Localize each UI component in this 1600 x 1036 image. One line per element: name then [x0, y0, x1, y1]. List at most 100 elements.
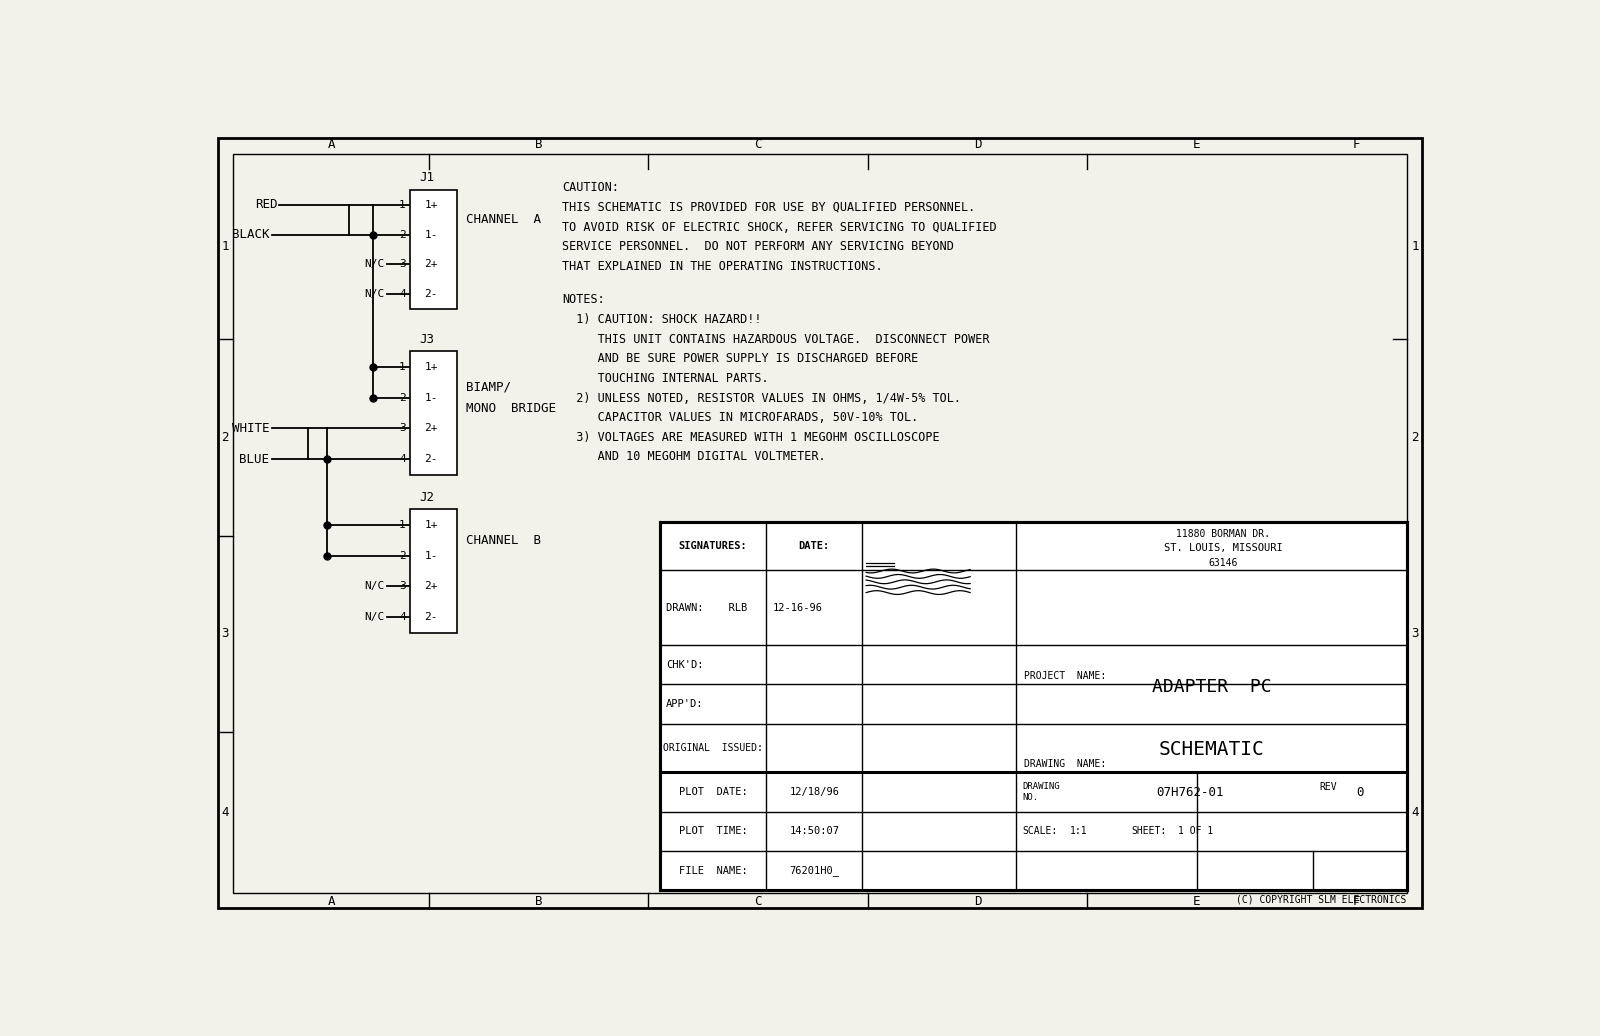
Text: N/C: N/C: [365, 581, 386, 592]
Text: 76201H0_: 76201H0_: [789, 865, 840, 876]
Text: D: D: [974, 138, 981, 151]
Text: DRAWING: DRAWING: [1022, 782, 1061, 792]
Text: 11880 BORMAN DR.: 11880 BORMAN DR.: [1176, 528, 1270, 539]
Text: SERVICE PERSONNEL.  DO NOT PERFORM ANY SERVICING BEYOND: SERVICE PERSONNEL. DO NOT PERFORM ANY SE…: [562, 240, 954, 253]
Text: 3: 3: [221, 627, 229, 640]
Text: 2+: 2+: [424, 424, 438, 433]
Text: 3: 3: [398, 581, 406, 592]
Text: REV: REV: [1318, 782, 1336, 793]
Text: BIAMP/: BIAMP/: [466, 381, 510, 394]
Text: 2: 2: [398, 393, 406, 403]
Text: 1-: 1-: [424, 230, 438, 239]
Text: 3: 3: [1411, 627, 1419, 640]
Text: 2: 2: [1411, 431, 1419, 443]
Text: 0: 0: [1357, 785, 1363, 799]
Text: THAT EXPLAINED IN THE OPERATING INSTRUCTIONS.: THAT EXPLAINED IN THE OPERATING INSTRUCT…: [562, 260, 883, 272]
Text: 4: 4: [398, 289, 406, 299]
Text: E: E: [1194, 895, 1200, 908]
Text: 4: 4: [398, 454, 406, 464]
Text: CHANNEL  A: CHANNEL A: [466, 213, 541, 226]
Bar: [410, 190, 456, 309]
Text: SCHEMATIC: SCHEMATIC: [1158, 740, 1264, 759]
Text: ORIGINAL  ISSUED:: ORIGINAL ISSUED:: [662, 743, 763, 753]
Text: 14:50:07: 14:50:07: [789, 827, 840, 836]
Text: J1: J1: [419, 171, 435, 184]
Text: 3: 3: [398, 259, 406, 269]
Text: 1-: 1-: [424, 393, 438, 403]
Text: 1: 1: [398, 362, 406, 372]
Text: PLOT  DATE:: PLOT DATE:: [678, 787, 747, 797]
Text: 2-: 2-: [424, 454, 438, 464]
Text: 2) UNLESS NOTED, RESISTOR VALUES IN OHMS, 1/4W-5% TOL.: 2) UNLESS NOTED, RESISTOR VALUES IN OHMS…: [562, 392, 962, 404]
Text: DRAWING  NAME:: DRAWING NAME:: [1024, 759, 1106, 770]
Text: DATE:: DATE:: [798, 541, 830, 551]
Text: FILE  NAME:: FILE NAME:: [678, 866, 747, 875]
Text: CHANNEL  B: CHANNEL B: [466, 534, 541, 547]
Text: N/C: N/C: [365, 289, 386, 299]
Text: CHK'D:: CHK'D:: [666, 660, 704, 669]
Text: 3: 3: [398, 424, 406, 433]
Text: 1) CAUTION: SHOCK HAZARD!!: 1) CAUTION: SHOCK HAZARD!!: [562, 313, 762, 326]
Text: AND 10 MEGOHM DIGITAL VOLTMETER.: AND 10 MEGOHM DIGITAL VOLTMETER.: [562, 451, 826, 463]
Text: NOTES:: NOTES:: [562, 293, 605, 307]
Text: J3: J3: [419, 334, 435, 346]
Text: 1-: 1-: [424, 550, 438, 560]
Text: 1+: 1+: [424, 362, 438, 372]
Text: F: F: [1354, 895, 1360, 908]
Text: 07H762-01: 07H762-01: [1155, 785, 1224, 799]
Bar: [410, 510, 456, 633]
Text: SIGNATURES:: SIGNATURES:: [678, 541, 747, 551]
Text: DRAWN:    RLB: DRAWN: RLB: [666, 603, 747, 612]
Text: C: C: [754, 138, 762, 151]
Text: 4: 4: [398, 612, 406, 623]
Text: ADAPTER  PC: ADAPTER PC: [1152, 679, 1272, 696]
Text: AND BE SURE POWER SUPPLY IS DISCHARGED BEFORE: AND BE SURE POWER SUPPLY IS DISCHARGED B…: [562, 352, 918, 366]
Text: TOUCHING INTERNAL PARTS.: TOUCHING INTERNAL PARTS.: [562, 372, 768, 385]
Text: APP'D:: APP'D:: [666, 699, 704, 709]
Text: CAUTION:: CAUTION:: [562, 181, 619, 195]
Text: 2-: 2-: [424, 612, 438, 623]
Text: NO.: NO.: [1022, 793, 1038, 802]
Bar: [410, 351, 456, 474]
Text: RED: RED: [254, 198, 277, 211]
Text: 4: 4: [221, 806, 229, 818]
Text: B: B: [534, 895, 542, 908]
Text: 1+: 1+: [424, 520, 438, 529]
Text: 12-16-96: 12-16-96: [773, 603, 822, 612]
Text: THIS SCHEMATIC IS PROVIDED FOR USE BY QUALIFIED PERSONNEL.: THIS SCHEMATIC IS PROVIDED FOR USE BY QU…: [562, 201, 976, 214]
Text: CAPACITOR VALUES IN MICROFARADS, 50V-10% TOL.: CAPACITOR VALUES IN MICROFARADS, 50V-10%…: [562, 411, 918, 424]
Text: 2+: 2+: [424, 259, 438, 269]
Text: 63146: 63146: [1208, 558, 1238, 568]
Bar: [659, 522, 1406, 891]
Text: 2: 2: [221, 431, 229, 443]
Text: BLACK: BLACK: [232, 228, 269, 241]
Text: MONO  BRIDGE: MONO BRIDGE: [466, 402, 555, 414]
Text: (C) COPYRIGHT SLM ELECTRONICS: (C) COPYRIGHT SLM ELECTRONICS: [1237, 895, 1406, 904]
Text: THIS UNIT CONTAINS HAZARDOUS VOLTAGE.  DISCONNECT POWER: THIS UNIT CONTAINS HAZARDOUS VOLTAGE. DI…: [562, 333, 989, 346]
Text: A: A: [328, 895, 334, 908]
Text: SHEET:: SHEET:: [1131, 827, 1166, 836]
Text: J2: J2: [419, 491, 435, 503]
Text: 2-: 2-: [424, 289, 438, 299]
Text: PLOT  TIME:: PLOT TIME:: [678, 827, 747, 836]
Text: 1: 1: [398, 200, 406, 209]
Text: 2: 2: [398, 230, 406, 239]
Text: A: A: [328, 138, 334, 151]
Bar: [659, 522, 1406, 891]
Text: N/C: N/C: [365, 259, 386, 269]
Text: N/C: N/C: [365, 612, 386, 623]
Text: 3) VOLTAGES ARE MEASURED WITH 1 MEGOHM OSCILLOSCOPE: 3) VOLTAGES ARE MEASURED WITH 1 MEGOHM O…: [562, 431, 939, 443]
Text: 1:1: 1:1: [1070, 827, 1088, 836]
Text: 1 OF 1: 1 OF 1: [1178, 827, 1213, 836]
Text: 4: 4: [1411, 806, 1419, 818]
Text: D: D: [974, 895, 981, 908]
Text: C: C: [754, 895, 762, 908]
Text: TO AVOID RISK OF ELECTRIC SHOCK, REFER SERVICING TO QUALIFIED: TO AVOID RISK OF ELECTRIC SHOCK, REFER S…: [562, 221, 997, 233]
Text: B: B: [534, 138, 542, 151]
Text: PROJECT  NAME:: PROJECT NAME:: [1024, 671, 1106, 682]
Text: F: F: [1354, 138, 1360, 151]
Text: E: E: [1194, 138, 1200, 151]
Text: 1: 1: [221, 240, 229, 253]
Text: 12/18/96: 12/18/96: [789, 787, 840, 797]
Text: WHITE: WHITE: [232, 422, 269, 435]
